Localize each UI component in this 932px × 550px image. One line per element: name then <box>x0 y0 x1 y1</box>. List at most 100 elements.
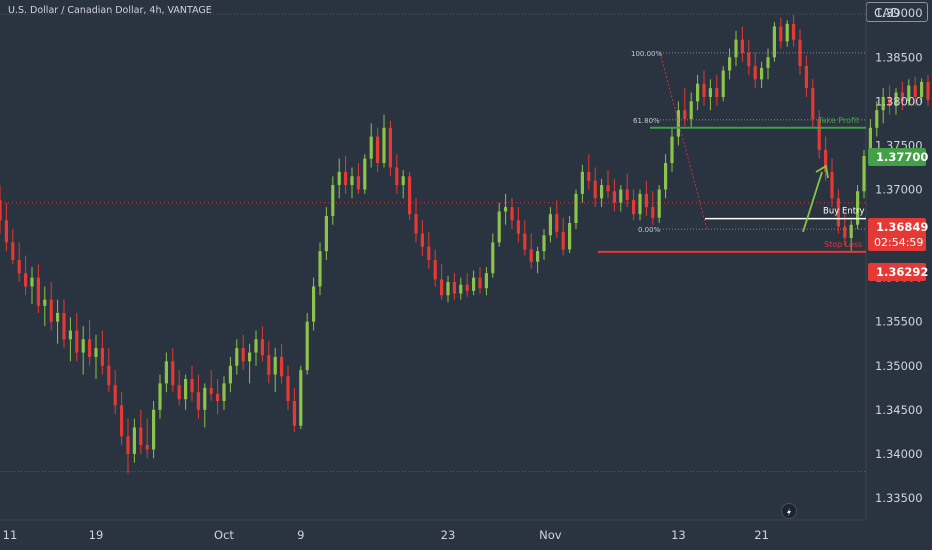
price-tick-label: 1.37000 <box>875 182 923 196</box>
candle-body <box>721 70 725 97</box>
candle-body <box>420 233 424 247</box>
candle-body <box>798 39 802 67</box>
candle-body <box>62 312 66 340</box>
candle-body <box>619 189 623 203</box>
candle-body <box>171 361 175 386</box>
candle-body <box>491 242 495 274</box>
candle-body <box>900 92 904 102</box>
candle-body <box>216 393 220 402</box>
candle-body <box>708 88 712 97</box>
candle-body <box>504 207 508 212</box>
candle-body <box>318 251 322 287</box>
candle-body <box>228 365 232 384</box>
candle-body <box>363 158 367 190</box>
time-tick-label: 21 <box>754 528 769 542</box>
time-tick-label: 13 <box>671 528 686 542</box>
candle-body <box>324 215 328 252</box>
candle-body <box>632 200 636 215</box>
candle-body <box>440 279 444 296</box>
candle-body <box>644 193 648 208</box>
symbol-title: U.S. Dollar / Canadian Dollar, 4h, VANTA… <box>8 5 212 16</box>
candle-body <box>728 57 732 71</box>
candle-body <box>350 176 354 186</box>
fib-trend-line <box>659 52 708 230</box>
candle-body <box>894 92 898 106</box>
price-tick-label: 1.35000 <box>875 359 923 373</box>
candle-body <box>593 180 597 199</box>
candle-body <box>414 214 418 234</box>
candle-body <box>382 127 386 164</box>
candle-body <box>292 401 296 426</box>
candle-body <box>260 339 264 356</box>
candle-body <box>689 101 693 119</box>
candle-body <box>580 171 584 194</box>
candle-body <box>75 330 79 353</box>
candle-body <box>184 378 188 400</box>
candle-body <box>542 235 546 252</box>
candle-body <box>4 220 8 243</box>
candle-body <box>747 52 751 67</box>
candle-body <box>868 127 872 156</box>
candle-body <box>785 23 789 42</box>
candle-body <box>446 282 450 296</box>
candle-body <box>472 277 476 291</box>
candle-body <box>830 171 834 199</box>
candle-body <box>465 284 469 291</box>
candle-body <box>190 378 194 393</box>
candle-body <box>862 156 866 192</box>
candle-body <box>177 385 181 400</box>
candle-body <box>696 83 700 102</box>
candle-body <box>804 66 808 89</box>
time-axis-ticks: 11 19 Oct 9 23 Nov 13 21 <box>3 528 769 542</box>
candle-body <box>760 67 764 80</box>
candle-body <box>811 88 815 119</box>
candle-body <box>484 273 488 289</box>
candle-body <box>344 171 348 186</box>
candle-body <box>875 110 879 128</box>
time-tick-label: 9 <box>297 528 304 542</box>
candle-body <box>356 176 360 190</box>
candle-body <box>625 189 629 201</box>
candle-body <box>17 260 21 274</box>
candle-body <box>241 348 245 362</box>
candle-body <box>920 81 924 97</box>
stop-loss-label: Stop Loss <box>824 240 862 249</box>
candle-body <box>670 136 674 164</box>
candle-body <box>734 39 738 58</box>
levels-layer <box>0 13 866 472</box>
candle-body <box>248 352 252 362</box>
candle-body <box>331 185 335 216</box>
price-tick-label: 1.34000 <box>875 447 923 461</box>
annotations-layer: 100.00% 61.80% 0.00% Take Profit Buy Entry St… <box>598 50 866 253</box>
candle-body <box>926 81 930 100</box>
candle-body <box>126 436 130 454</box>
candle-body <box>843 226 847 238</box>
candle-body <box>254 339 258 353</box>
candle-body <box>433 260 437 280</box>
candle-body <box>49 299 53 322</box>
candle-body <box>158 383 162 410</box>
candle-body <box>766 57 770 68</box>
candle-body <box>740 39 744 53</box>
candle-body <box>196 392 200 410</box>
fib-0-label: 0.00% <box>638 226 661 234</box>
candle-body <box>107 365 111 386</box>
replay-icon[interactable] <box>781 503 797 519</box>
candle-body <box>395 167 399 186</box>
time-tick-label: Oct <box>214 528 234 542</box>
take-profit-label: Take Profit <box>817 116 859 125</box>
candle-body <box>0 200 2 221</box>
price-tick-label: 1.38000 <box>875 94 923 108</box>
candle-body <box>574 193 578 223</box>
candle-body <box>68 330 72 340</box>
candle-body <box>779 26 783 42</box>
candle-body <box>286 376 290 402</box>
price-tick-label: 1.34500 <box>875 403 923 417</box>
candle-body <box>267 355 271 375</box>
candle-body <box>312 286 316 322</box>
candle-body <box>753 66 757 80</box>
candle-body <box>817 118 821 150</box>
candle-body <box>836 198 840 227</box>
bar-countdown: 02:54:59 <box>868 235 926 251</box>
